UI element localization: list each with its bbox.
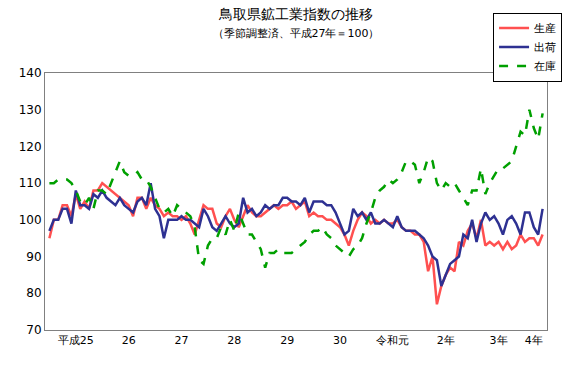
svg-text:100: 100 <box>19 213 42 227</box>
svg-text:140: 140 <box>19 66 42 80</box>
svg-text:在庫: 在庫 <box>534 60 556 73</box>
svg-text:4年: 4年 <box>525 334 543 347</box>
svg-text:2年: 2年 <box>437 334 455 347</box>
svg-text:令和元: 令和元 <box>376 334 409 347</box>
svg-text:70: 70 <box>26 323 41 337</box>
svg-text:26: 26 <box>122 334 136 347</box>
svg-text:30: 30 <box>333 334 347 347</box>
svg-text:出荷: 出荷 <box>534 41 556 54</box>
svg-text:110: 110 <box>19 176 42 190</box>
svg-text:平成25: 平成25 <box>58 334 94 347</box>
svg-text:90: 90 <box>26 250 41 264</box>
svg-text:130: 130 <box>19 103 42 117</box>
svg-text:生産: 生産 <box>534 22 556 35</box>
svg-text:3年: 3年 <box>490 334 508 347</box>
svg-text:27: 27 <box>175 334 189 347</box>
svg-text:120: 120 <box>19 140 42 154</box>
svg-text:29: 29 <box>280 334 294 347</box>
svg-text:28: 28 <box>227 334 241 347</box>
svg-text:80: 80 <box>26 286 41 300</box>
svg-text:鳥取県鉱工業指数の推移（季節調整済、平成27年＝100）: 鳥取県鉱工業指数の推移（季節調整済、平成27年＝100） <box>213 6 380 40</box>
